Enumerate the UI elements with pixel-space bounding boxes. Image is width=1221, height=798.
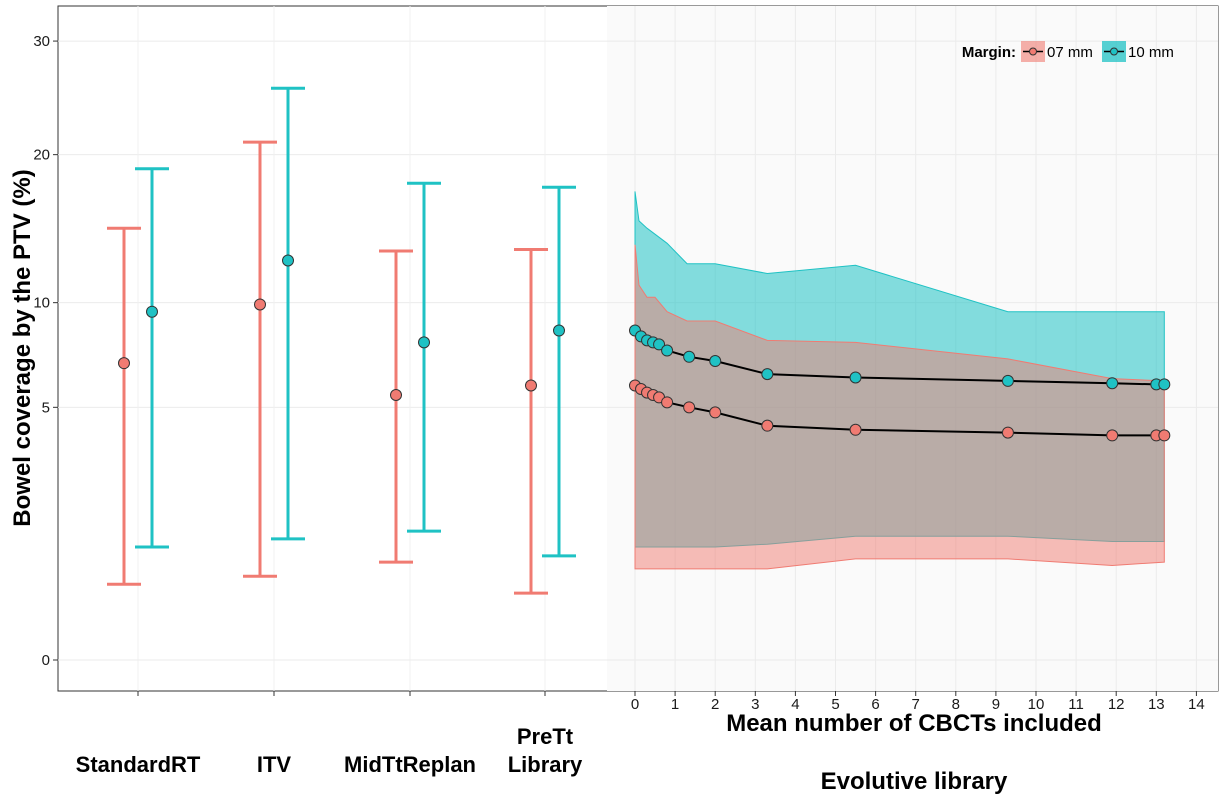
point-10-mm	[653, 338, 666, 351]
point-07-mm	[709, 406, 722, 419]
point-07-mm	[1001, 426, 1014, 439]
point-07-mm	[1158, 429, 1171, 442]
legend-key-point	[1029, 47, 1037, 56]
y-tick-label: 5	[42, 399, 50, 416]
x-tick-label: 4	[791, 696, 799, 713]
x-tick-label: 8	[952, 696, 960, 713]
legend-label-07-mm: 07 mm	[1047, 44, 1093, 61]
x-tick-label: 13	[1148, 696, 1165, 713]
legend: Margin: 07 mm 10 mm	[962, 41, 1174, 62]
point-10-mm	[1158, 378, 1171, 391]
y-tick-label: 20	[33, 147, 50, 164]
point-10-mm	[683, 350, 696, 363]
point-10-mm	[282, 254, 294, 267]
point-10-mm	[1106, 377, 1119, 390]
point-07-mm	[761, 419, 774, 432]
category-label: Library	[508, 752, 583, 777]
x-tick-label: 0	[631, 696, 639, 713]
x-axis-title: Mean number of CBCTs included	[726, 710, 1102, 737]
x-tick-label: 5	[831, 696, 839, 713]
panel-label-evolutive: Evolutive library	[821, 768, 1008, 795]
error-bars	[107, 86, 576, 595]
point-07-mm	[254, 298, 266, 311]
x-tick-label: 6	[871, 696, 879, 713]
x-tick-label: 2	[711, 696, 719, 713]
band-07-mm	[634, 244, 1165, 570]
category-label: ITV	[257, 752, 292, 777]
category-label: PreTt	[517, 724, 574, 749]
point-10-mm	[761, 368, 774, 381]
point-07-mm	[390, 388, 402, 401]
point-07-mm	[1106, 429, 1119, 442]
x-tick-label: 7	[912, 696, 920, 713]
data-points	[118, 254, 1171, 442]
point-10-mm	[709, 355, 722, 368]
x-tick-label: 14	[1188, 696, 1205, 713]
x-tick-label: 11	[1068, 696, 1084, 713]
x-tick-label: 12	[1108, 696, 1125, 713]
y-tick-label: 10	[33, 295, 50, 312]
point-07-mm	[661, 396, 674, 409]
x-tick-label: 9	[992, 696, 1000, 713]
y-tick-label: 30	[33, 33, 50, 50]
x-tick-label: 1	[671, 696, 679, 713]
point-10-mm	[661, 344, 674, 357]
point-10-mm	[418, 336, 430, 349]
point-07-mm	[118, 357, 130, 370]
y-tick-label: 0	[42, 652, 50, 669]
y-axis-title: Bowel coverage by the PTV (%)	[9, 169, 36, 526]
category-label: MidTtReplan	[344, 752, 476, 777]
point-10-mm	[553, 324, 565, 337]
point-10-mm	[146, 305, 158, 318]
x-tick-label: 10	[1028, 696, 1045, 713]
category-label: StandardRT	[76, 752, 201, 777]
point-07-mm	[525, 379, 537, 392]
x-tick-label: 3	[751, 696, 759, 713]
legend-label-10-mm: 10 mm	[1128, 44, 1174, 61]
legend-title: Margin:	[962, 44, 1016, 61]
point-07-mm	[683, 401, 696, 414]
legend-key-point	[1110, 47, 1118, 56]
point-10-mm	[1001, 374, 1014, 387]
point-07-mm	[849, 423, 862, 436]
point-10-mm	[849, 371, 862, 384]
confidence-bands	[634, 191, 1165, 570]
